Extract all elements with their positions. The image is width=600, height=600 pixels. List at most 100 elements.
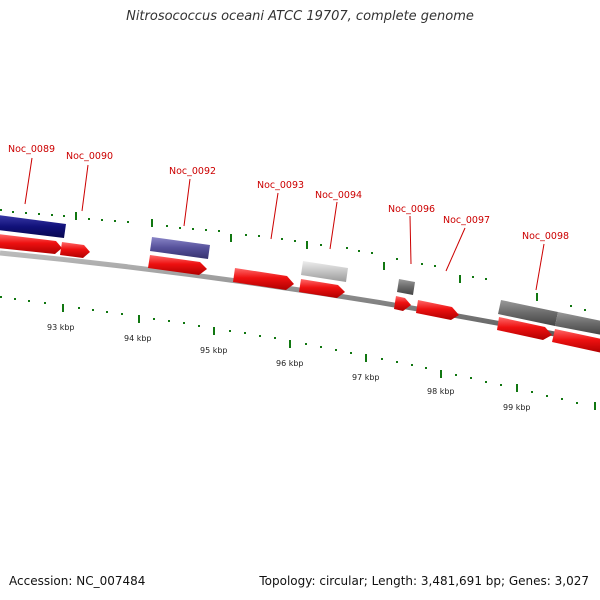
inner-tick	[320, 346, 322, 348]
cds-arrow	[552, 329, 600, 353]
inner-tick-major	[516, 384, 518, 392]
map-title: Nitrosococcus oceani ATCC 19707, complet…	[126, 9, 474, 24]
inner-tick	[470, 377, 472, 379]
outer-tick	[205, 229, 207, 231]
feature-track	[0, 215, 600, 335]
inner-tick	[168, 320, 170, 322]
inner-tick-major	[289, 340, 291, 348]
outer-tick	[192, 228, 194, 230]
outer-tick	[396, 258, 398, 260]
feature-navy	[0, 215, 66, 238]
outer-tick-major	[536, 293, 538, 301]
cds-arrow	[416, 300, 459, 320]
inner-tick	[274, 337, 276, 339]
kbp-label-93: 93 kbp	[47, 323, 75, 332]
inner-tick-major	[62, 304, 64, 312]
outer-tick	[166, 225, 168, 227]
feature-gray	[555, 312, 600, 335]
cds-arrow	[60, 242, 90, 258]
leader-line	[445, 227, 466, 272]
inner-tick	[121, 313, 123, 315]
outer-tick	[179, 227, 181, 229]
outer-tick	[51, 214, 53, 216]
inner-tick	[153, 318, 155, 320]
gene-labels: Noc_0089 Noc_0090 Noc_0092 Noc_0093 Noc_…	[8, 144, 569, 242]
genome-summary: Topology: circular; Length: 3,481,691 bp…	[259, 574, 589, 588]
inner-tick	[106, 311, 108, 313]
outer-tick	[434, 265, 436, 267]
inner-tick	[44, 302, 46, 304]
leader-line	[183, 178, 191, 227]
inner-tick	[381, 358, 383, 360]
inner-tick	[92, 309, 94, 311]
gene-label: Noc_0097	[443, 215, 490, 226]
inner-tick	[561, 398, 563, 400]
gene-label: Noc_0092	[169, 166, 216, 177]
kbp-label-97: 97 kbp	[352, 373, 380, 382]
outer-tick	[346, 247, 348, 249]
inner-tick	[335, 349, 337, 351]
cds-arrow	[394, 296, 411, 311]
inner-tick	[78, 307, 80, 309]
feature-slate	[150, 237, 210, 259]
outer-tick	[472, 276, 474, 278]
cds-arrow	[233, 268, 294, 290]
outer-tick	[320, 244, 322, 246]
kbp-label-95: 95 kbp	[200, 346, 228, 355]
gene-label: Noc_0098	[522, 231, 569, 242]
outer-tick-major	[383, 262, 385, 270]
inner-tick-track	[0, 296, 596, 410]
inner-tick	[485, 381, 487, 383]
outer-tick	[245, 234, 247, 236]
inner-tick-major	[440, 370, 442, 378]
outer-tick	[12, 211, 14, 213]
cds-arrow	[0, 234, 62, 254]
cds-track	[0, 234, 600, 353]
leader-line	[24, 157, 33, 205]
inner-tick	[396, 361, 398, 363]
inner-tick-major	[365, 354, 367, 362]
inner-tick	[198, 325, 200, 327]
outer-tick	[63, 215, 65, 217]
cds-arrow	[148, 255, 207, 275]
inner-tick	[28, 300, 30, 302]
leader-line	[81, 164, 89, 212]
inner-tick	[576, 402, 578, 404]
feature-gray	[397, 279, 415, 295]
inner-tick	[411, 364, 413, 366]
inner-tick	[305, 343, 307, 345]
outer-tick-major	[230, 234, 232, 242]
inner-tick	[455, 374, 457, 376]
inner-tick-major	[138, 315, 140, 323]
feature-gray	[498, 300, 558, 326]
gene-label: Noc_0096	[388, 204, 435, 215]
kbp-label-96: 96 kbp	[276, 359, 304, 368]
accession-text: Accession: NC_007484	[9, 574, 146, 588]
inner-tick	[425, 367, 427, 369]
feature-lightgray	[301, 261, 348, 282]
outer-tick	[485, 278, 487, 280]
inner-tick	[0, 296, 2, 298]
inner-tick	[229, 330, 231, 332]
inner-tick	[500, 384, 502, 386]
cds-arrow	[299, 279, 345, 298]
leader-line	[535, 243, 545, 291]
outer-tick	[294, 240, 296, 242]
outer-tick	[570, 305, 572, 307]
kbp-label-99: 99 kbp	[503, 403, 531, 412]
inner-tick	[14, 298, 16, 300]
outer-tick	[371, 252, 373, 254]
gene-label: Noc_0093	[257, 180, 304, 191]
inner-tick	[259, 335, 261, 337]
outer-tick	[281, 238, 283, 240]
outer-tick	[101, 219, 103, 221]
leader-line	[329, 201, 338, 250]
outer-tick	[258, 235, 260, 237]
kbp-label-94: 94 kbp	[124, 334, 152, 343]
inner-tick	[546, 395, 548, 397]
label-leaders	[24, 157, 545, 291]
leader-line	[409, 215, 412, 265]
inner-tick	[244, 332, 246, 334]
outer-tick	[88, 218, 90, 220]
